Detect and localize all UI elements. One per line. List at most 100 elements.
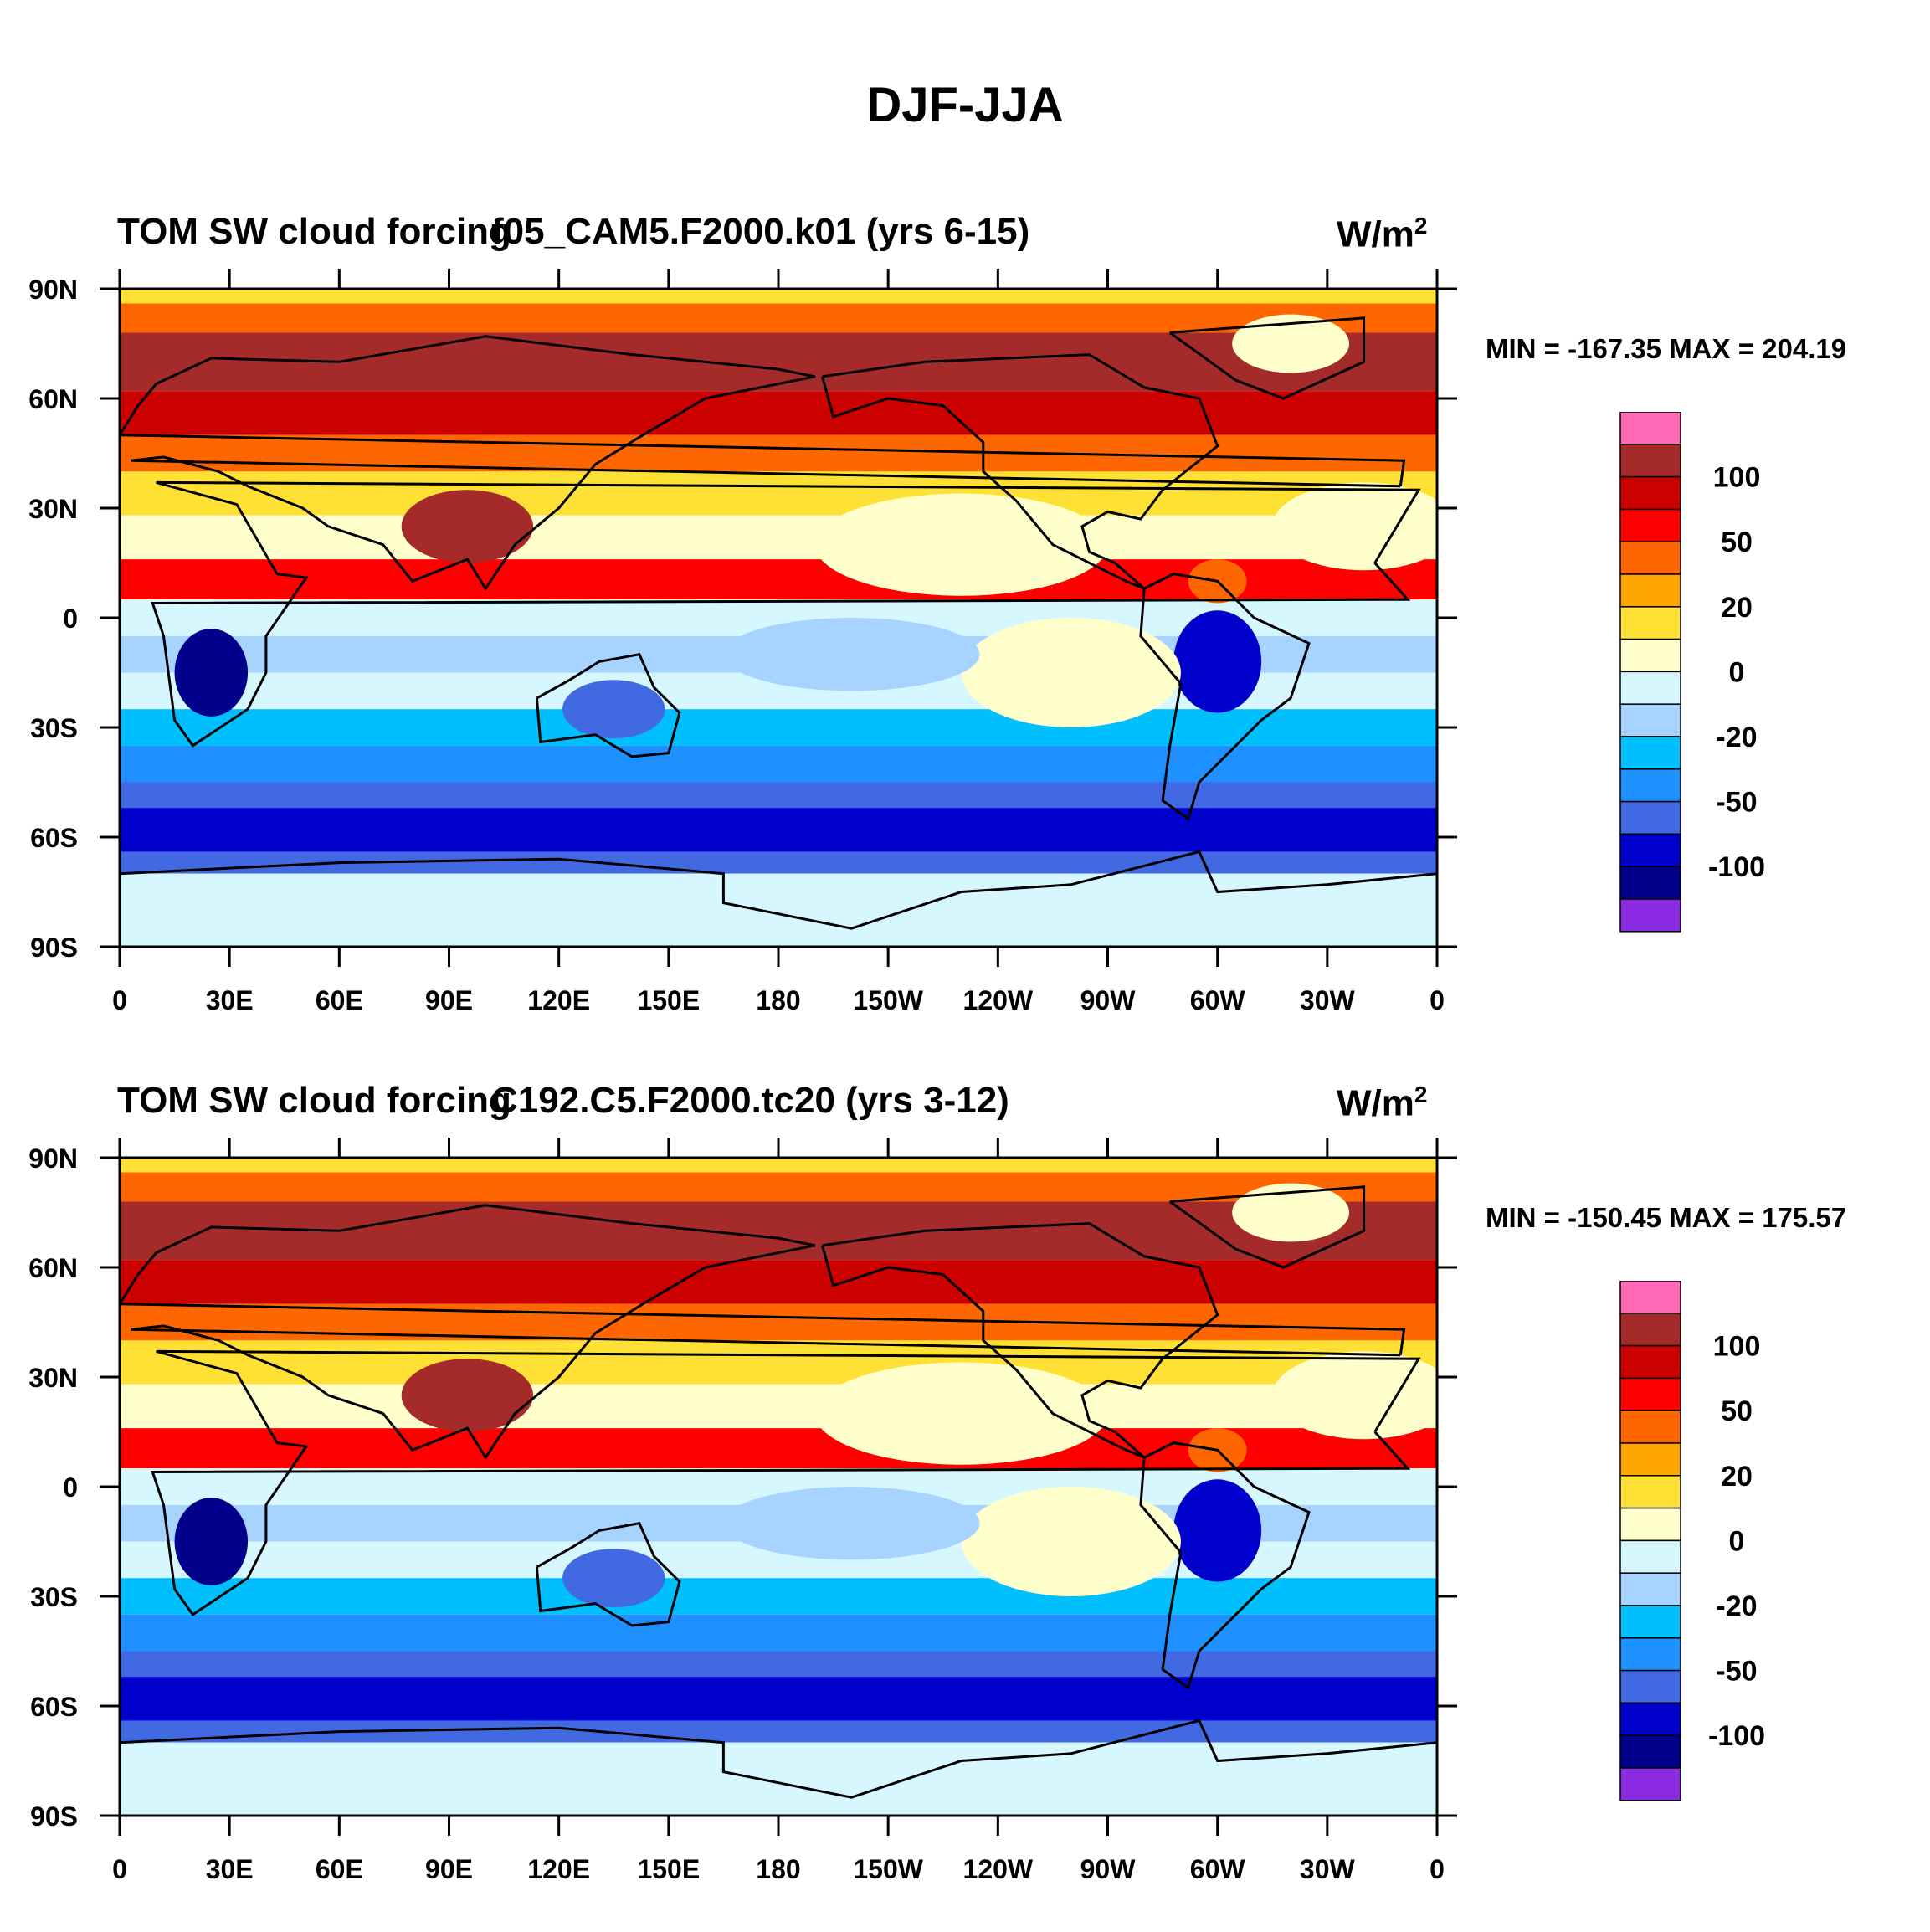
- lon-label: 30W: [1300, 985, 1356, 1015]
- lon-label: 150E: [637, 1854, 700, 1884]
- field-band: [120, 1651, 1437, 1678]
- lon-label: 60E: [316, 985, 363, 1015]
- lat-label: 30N: [28, 1363, 78, 1393]
- coastline: [1168, 1185, 1366, 1269]
- field-band: [120, 1384, 1437, 1429]
- colorbar-box: [1619, 475, 1681, 511]
- field-band: [120, 808, 1437, 852]
- colorbar-label: -100: [1708, 1720, 1765, 1752]
- colorbar: 100 50 20 0 -20 -50 -100: [1619, 1281, 1765, 1801]
- colorbar-box: [1619, 1507, 1681, 1542]
- field-feature: [401, 1359, 534, 1432]
- lon-label: 30W: [1300, 1854, 1356, 1884]
- colorbar-label: 0: [1729, 1525, 1745, 1557]
- colorbar-box: [1619, 541, 1681, 575]
- lat-label: 30S: [30, 1582, 78, 1612]
- colorbar-box: [1619, 508, 1681, 542]
- colorbar-label: 100: [1713, 462, 1761, 494]
- colorbar-box: [1619, 606, 1681, 640]
- field-feature: [1173, 610, 1262, 713]
- lon-label: 120W: [963, 985, 1034, 1015]
- field-band: [120, 515, 1437, 560]
- field-band: [120, 391, 1437, 435]
- lon-label: 120W: [963, 1854, 1034, 1884]
- colorbar-box: [1619, 1669, 1681, 1704]
- colorbar-box: [1619, 671, 1681, 705]
- field-band: [120, 1303, 1437, 1341]
- field-feature: [562, 1549, 665, 1608]
- colorbar-label: 0: [1729, 656, 1745, 688]
- lon-label: 120E: [527, 985, 590, 1015]
- field-feature: [1173, 1479, 1262, 1582]
- field-band: [120, 1677, 1437, 1721]
- lon-label: 180: [756, 985, 800, 1015]
- colorbar-box: [1619, 1734, 1681, 1769]
- colorbar-box: [1619, 1539, 1681, 1574]
- field-band: [120, 1578, 1437, 1615]
- colorbar-label: 20: [1721, 592, 1753, 624]
- coastline: [120, 1204, 1406, 1460]
- colorbar-box: [1619, 1442, 1681, 1477]
- coastline: [821, 1222, 1219, 1459]
- colorbar-box: [1619, 1475, 1681, 1509]
- field-feature: [961, 618, 1181, 727]
- figure-title: DJF-JJA: [866, 78, 1064, 132]
- colorbar-box: [1619, 573, 1681, 608]
- field-band: [120, 434, 1437, 472]
- map-panel-1: TOM SW cloud forcing f05_CAM5.F2000.k01 …: [0, 193, 1930, 1063]
- field-feature: [1232, 314, 1350, 373]
- lon-label: 150E: [637, 985, 700, 1015]
- coastline: [535, 653, 681, 758]
- min-max-stats: MIN = -150.45 MAX = 175.57: [1486, 1202, 1847, 1233]
- coastline: [821, 353, 1219, 590]
- field-feature: [814, 1362, 1108, 1465]
- lat-label: 90S: [30, 933, 78, 963]
- lon-label: 0: [1430, 985, 1445, 1015]
- lat-label: 60S: [30, 1692, 78, 1722]
- colorbar-box: [1619, 1344, 1681, 1380]
- colorbar-box: [1619, 800, 1681, 835]
- lon-label: 90W: [1080, 1854, 1137, 1884]
- field-band: [120, 1172, 1437, 1202]
- colorbar-box: [1619, 1281, 1681, 1314]
- world-map: 90N 60N 30N 0 30S 60S 90S 0 30E 60E 90E 120E 150E 180…: [28, 269, 1457, 1015]
- case-label: f05_CAM5.F2000.k01 (yrs 6-15): [491, 211, 1030, 252]
- field-band: [120, 1614, 1437, 1652]
- lat-label: 60S: [30, 823, 78, 853]
- field-feature: [723, 618, 980, 691]
- colorbar-box: [1619, 1572, 1681, 1606]
- units-label: W/m2: [1337, 1082, 1428, 1124]
- field-band: [120, 471, 1437, 516]
- field-feature: [1272, 482, 1437, 571]
- colorbar-box: [1619, 1377, 1681, 1411]
- colorbar-box: [1619, 1767, 1681, 1801]
- field-feature: [723, 1487, 980, 1560]
- lon-label: 0: [112, 985, 127, 1015]
- lon-label: 150W: [853, 985, 923, 1015]
- field-band: [120, 1158, 1437, 1173]
- lon-label: 150W: [853, 1854, 923, 1884]
- colorbar-box: [1619, 412, 1681, 445]
- colorbar-box: [1619, 703, 1681, 737]
- colorbar-label: -50: [1716, 787, 1757, 819]
- panel-title: TOM SW cloud forcing C192.C5.F2000.tc20 …: [117, 1080, 1009, 1122]
- lat-label: 0: [63, 1472, 78, 1503]
- colorbar-box: [1619, 866, 1681, 900]
- lon-label: 30E: [206, 985, 254, 1015]
- lat-label: 30S: [30, 713, 78, 743]
- colorbar-box: [1619, 833, 1681, 867]
- field-band: [120, 1340, 1437, 1385]
- colorbar-box: [1619, 444, 1681, 478]
- variable-label: TOM SW cloud forcing: [117, 211, 511, 252]
- colorbar-box: [1619, 1605, 1681, 1639]
- colorbar-box: [1619, 736, 1681, 770]
- colorbar-box: [1619, 1637, 1681, 1672]
- colorbar-box: [1619, 1702, 1681, 1736]
- lat-label: 60N: [28, 1253, 78, 1283]
- field-band: [120, 782, 1437, 809]
- lat-label: 90N: [28, 275, 78, 305]
- field-feature: [1272, 1351, 1437, 1440]
- field-band: [120, 873, 1437, 947]
- panel-title: TOM SW cloud forcing f05_CAM5.F2000.k01 …: [117, 211, 1029, 253]
- colorbar-box: [1619, 1410, 1681, 1444]
